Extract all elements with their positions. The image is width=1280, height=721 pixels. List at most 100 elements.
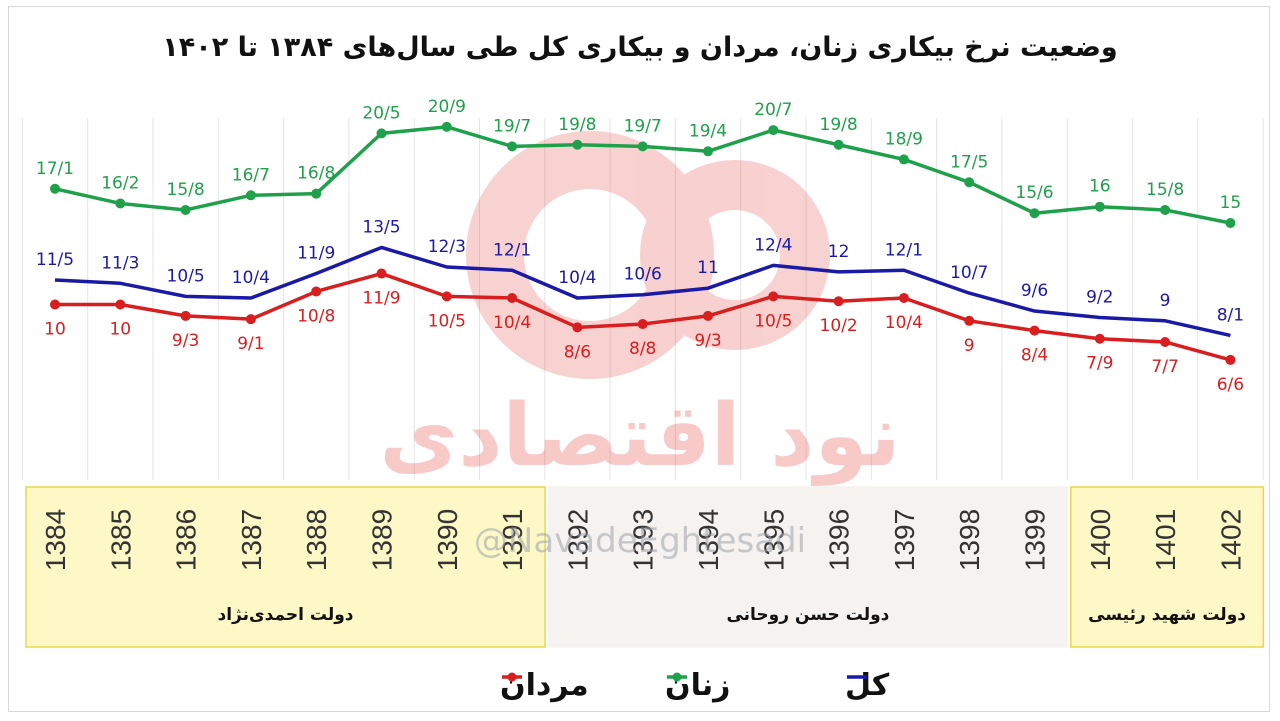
data-labels: 17/1 16/2 15/8 16/7 16/8 20/5 20/9 19/7 19/8 19/7… [36, 97, 1244, 395]
data-label: 10/6 [624, 265, 662, 285]
x-tick-label: 1399 [1020, 509, 1051, 571]
data-label: 15/6 [1015, 183, 1053, 203]
data-label: 12/3 [428, 237, 466, 257]
data-point [898, 154, 909, 165]
chart-title: وضعیت نرخ بیکاری زنان، مردان و بیکاری کل… [162, 32, 1117, 63]
data-label: 16 [1089, 177, 1111, 197]
data-label: 20/9 [428, 97, 466, 117]
data-label: 9 [964, 336, 975, 356]
data-point [768, 291, 779, 302]
data-label: 17/5 [950, 152, 988, 172]
data-point [1094, 333, 1105, 344]
data-label: 10/4 [493, 313, 531, 333]
data-label: 9/3 [694, 331, 721, 351]
data-label: 11/3 [101, 253, 139, 273]
series-line [54, 245, 1231, 338]
data-point [245, 314, 256, 325]
data-label: 19/7 [624, 116, 662, 136]
data-point [703, 146, 713, 157]
government-band [1070, 486, 1265, 648]
government-bands [25, 486, 1265, 648]
data-label: 19/4 [689, 121, 727, 141]
data-point [833, 296, 844, 307]
data-point [376, 128, 387, 139]
data-label: 9/3 [172, 331, 199, 351]
x-tick-label: 1397 [889, 509, 920, 571]
x-tick-label: 1395 [758, 509, 789, 571]
data-point [1225, 218, 1236, 228]
chart-frame [8, 6, 1270, 712]
data-point [1225, 354, 1236, 365]
data-label: 10/8 [297, 306, 335, 326]
data-point [833, 139, 844, 150]
data-point [1160, 336, 1171, 347]
x-tick-label: 1400 [1085, 509, 1116, 571]
government-band [25, 486, 546, 648]
data-point [1094, 201, 1105, 212]
data-label: 15 [1220, 193, 1242, 213]
data-label: 16/2 [101, 173, 139, 193]
data-label: 19/7 [493, 116, 531, 136]
data-point [507, 141, 518, 152]
government-label: دولت شهید رئیسی [1088, 605, 1246, 625]
data-label: 12/4 [754, 235, 792, 255]
government-label: دولت احمدی‌نژاد [218, 605, 354, 625]
watermark-logo [466, 131, 830, 379]
data-label: 19/8 [558, 115, 596, 135]
data-point [50, 183, 60, 194]
data-point [115, 299, 126, 310]
data-point [180, 310, 191, 321]
data-point [311, 188, 322, 199]
data-point [441, 291, 452, 302]
data-label: 13/5 [362, 217, 400, 237]
data-label: 8/8 [629, 339, 656, 359]
data-label: 17/1 [36, 159, 74, 179]
data-label: 9/2 [1086, 288, 1113, 308]
data-label: 15/8 [1146, 180, 1184, 200]
data-point [964, 177, 975, 188]
data-point [115, 198, 126, 209]
x-tick-label: 1388 [301, 509, 332, 571]
data-label: 10/5 [754, 311, 792, 331]
data-label: 12/1 [885, 240, 923, 260]
x-tick-label: 1391 [497, 509, 528, 571]
data-label: 20/5 [362, 103, 400, 123]
data-point [637, 319, 648, 330]
data-label: 11/5 [36, 250, 74, 270]
data-point [245, 190, 256, 201]
x-tick-label: 1385 [105, 509, 136, 571]
data-label: 10/7 [950, 263, 988, 283]
data-label: 12 [828, 242, 850, 262]
government-labels: دولت احمدی‌نژاد دولت حسن روحانی دولت شهید … [218, 605, 1247, 625]
x-tick-label: 1394 [693, 509, 724, 571]
data-label: 9/6 [1021, 281, 1048, 301]
data-label: 12/1 [493, 240, 531, 260]
x-tick-label: 1401 [1150, 509, 1181, 571]
data-label: 7/7 [1151, 357, 1178, 377]
data-label: 11/9 [362, 289, 400, 309]
data-label: 9/1 [237, 334, 264, 354]
x-tick-label: 1384 [40, 509, 71, 571]
government-label: دولت حسن روحانی [726, 605, 889, 625]
data-point [441, 121, 452, 132]
data-label: 18/9 [885, 129, 923, 149]
data-point [376, 268, 387, 279]
data-label: 10/4 [558, 268, 596, 288]
x-axis-ticks: 1384 1385 1386 1387 1388 1389 1390 1391 1392 1393… [40, 509, 1246, 571]
data-label: 9 [1160, 291, 1171, 311]
data-label: 11 [697, 258, 719, 278]
data-label: 10/4 [232, 268, 270, 288]
x-tick-label: 1392 [562, 509, 593, 571]
gridlines [21, 118, 1264, 480]
data-point [637, 141, 648, 152]
x-tick-label: 1390 [432, 509, 463, 571]
x-tick-label: 1386 [171, 509, 202, 571]
watermark-handle: @NavadeEghtesadi [474, 521, 806, 561]
data-point [311, 286, 322, 297]
data-label: 16/8 [297, 164, 335, 184]
data-point [572, 139, 583, 150]
data-label: 6/6 [1217, 375, 1244, 395]
data-point [1160, 204, 1171, 215]
data-label: 19/8 [820, 115, 858, 135]
legend-marker [672, 672, 682, 682]
